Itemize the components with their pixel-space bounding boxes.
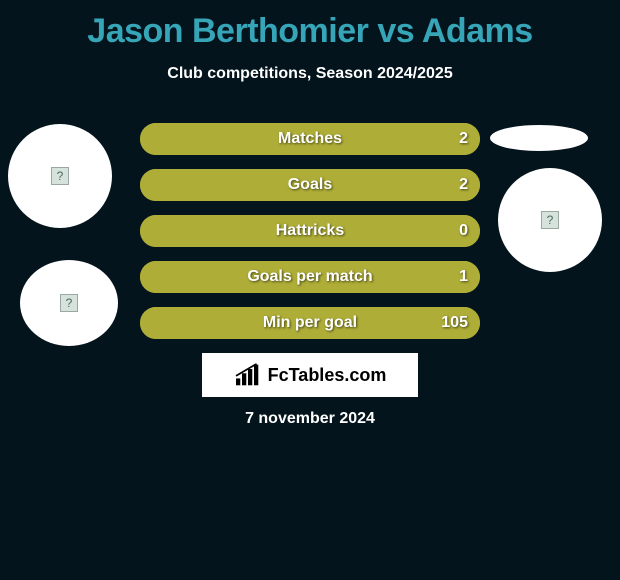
stat-row: Hattricks 0 (140, 215, 480, 247)
bar-fill (140, 261, 480, 293)
player-avatar-left-bottom (20, 260, 118, 346)
bar-chart-icon (234, 363, 262, 387)
bar-fill (140, 123, 480, 155)
broken-image-icon (541, 211, 559, 229)
stat-row: Goals per match 1 (140, 261, 480, 293)
stats-chart: Matches 2 Goals 2 Hattricks 0 Goals per … (140, 123, 480, 353)
stat-row: Min per goal 105 (140, 307, 480, 339)
bar-fill (140, 307, 480, 339)
broken-image-icon (60, 294, 78, 312)
brand-badge: FcTables.com (202, 353, 418, 397)
player-avatar-left-top (8, 124, 112, 228)
page-title: Jason Berthomier vs Adams (0, 0, 620, 51)
brand-text: FcTables.com (268, 365, 387, 386)
bar-fill (140, 215, 480, 247)
page-subtitle: Club competitions, Season 2024/2025 (0, 65, 620, 83)
stat-row: Matches 2 (140, 123, 480, 155)
broken-image-icon (51, 167, 69, 185)
player-avatar-right-main (498, 168, 602, 272)
bar-fill (140, 169, 480, 201)
date-label: 7 november 2024 (0, 410, 620, 428)
player-avatar-right-top (490, 125, 588, 151)
stat-row: Goals 2 (140, 169, 480, 201)
